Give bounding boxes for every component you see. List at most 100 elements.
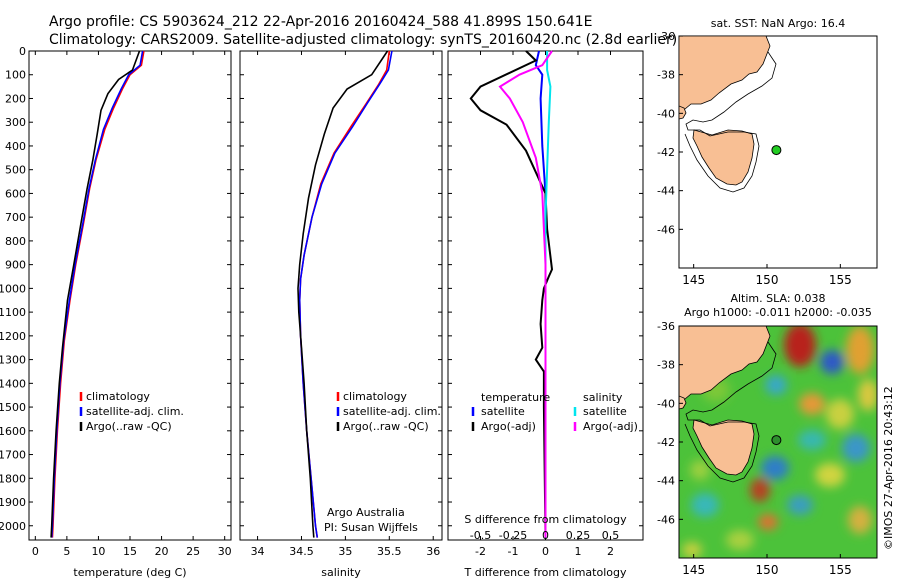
x-tick-label: 2 (607, 545, 614, 558)
panel-temperature: 0100200300400500600700800900100011001200… (0, 45, 232, 579)
series-line-2 (544, 51, 552, 538)
legend-label: Argo(..raw -QC) (343, 420, 429, 433)
x-tick-label: -1 (508, 545, 519, 558)
map-y-tick-label: -40 (657, 107, 675, 120)
profile-panels: 0100200300400500600700800900100011001200… (0, 45, 644, 579)
map-y-tick-label: -36 (657, 320, 675, 333)
panel-frame (28, 50, 232, 541)
y-tick-label: 400 (5, 140, 26, 153)
map-y-tick-label: -46 (657, 513, 675, 526)
panel-salinity: 34 34.5 35 35.5 36 salinity climatology satelli… (239, 50, 443, 579)
y-tick-label: 200 (5, 92, 26, 105)
imos-credit: ©IMOS 27-Apr-2016 20:43:12 (882, 386, 895, 550)
legend-title: temperature (481, 391, 550, 404)
y-tick-label: 500 (5, 164, 26, 177)
y-tick-label: 100 (5, 69, 26, 82)
x-tick-label: 25 (186, 545, 200, 558)
y-tick-label: 900 (5, 259, 26, 272)
sst-map-title: sat. SST: NaN Argo: 16.4 (711, 17, 845, 30)
x-tick-label: 0 (32, 545, 39, 558)
argo-location-dot-sla (771, 435, 782, 446)
top-tick-label: -0.25 (499, 529, 527, 542)
map-x-tick-label: 150 (756, 563, 779, 577)
map-y-tick-label: -38 (657, 69, 675, 82)
y-tick-label: 1900 (0, 496, 26, 509)
top-tick-label: 0.5 (602, 529, 620, 542)
figure-title-line2: Climatology: CARS2009. Satellite-adjuste… (49, 32, 677, 48)
figure-title-line1: Argo profile: CS 5903624_212 22-Apr-2016… (49, 14, 593, 30)
y-tick-label: 700 (5, 211, 26, 224)
top-tick-label: 0.25 (566, 529, 591, 542)
x-tick-label: 20 (155, 545, 169, 558)
y-tick-label: 1300 (0, 354, 26, 367)
sla-map: Altim. SLA: 0.038 Argo h1000: -0.011 h20… (657, 292, 895, 577)
x-tick-label: -2 (475, 545, 486, 558)
x-tick-label: 34.5 (289, 545, 314, 558)
legend-label: climatology (86, 390, 150, 403)
sst-map-axes: 145 150 155 -36 -38 -40 -42 -44 -46 (657, 30, 852, 287)
map-x-tick-label: 145 (682, 563, 705, 577)
argo-location-dot (771, 145, 782, 156)
map-y-tick-label: -46 (657, 223, 675, 236)
sst-map-land (679, 36, 777, 193)
sst-map: sat. SST: NaN Argo: 16.4 145 150 155 -36 -38… (657, 17, 878, 287)
map-y-tick-label: -36 (657, 30, 675, 43)
y-tick-label: 300 (5, 116, 26, 129)
map-y-tick-label: -44 (657, 185, 675, 198)
x-tick-label: 1 (575, 545, 582, 558)
legend-label: satellite-adj. clim. (86, 405, 184, 418)
sla-map-axes: 145 150 155 -36 -38 -40 -42 -44 -46 (657, 320, 852, 577)
map-x-tick-label: 155 (829, 273, 852, 287)
series-line-2 (297, 50, 389, 538)
y-tick-label: 1400 (0, 377, 26, 390)
x-tick-label: 5 (63, 545, 70, 558)
legend-label: satellite (583, 405, 627, 418)
y-tick-label: 1600 (0, 425, 26, 438)
map-x-tick-label: 155 (829, 563, 852, 577)
map-y-tick-label: -44 (657, 475, 675, 488)
y-tick-label: 1100 (0, 306, 26, 319)
map-y-tick-label: -42 (657, 436, 675, 449)
map-y-tick-label: -42 (657, 146, 675, 159)
x-tick-label: 36 (426, 545, 440, 558)
x-axis-label: temperature (deg C) (73, 566, 186, 579)
map-x-tick-label: 150 (756, 273, 779, 287)
x-tick-label: 0 (542, 545, 549, 558)
x-tick-label: 30 (218, 545, 232, 558)
legend-label: satellite (481, 405, 525, 418)
y-tick-label: 0 (19, 45, 26, 58)
panel-difference: -2 -1 0 1 2 T difference from climatology temp… (447, 50, 644, 579)
legend-title: salinity (583, 391, 623, 404)
sla-map-subtitle: Argo h1000: -0.011 h2000: -0.035 (684, 306, 872, 319)
legend-label: satellite-adj. clim. (343, 405, 441, 418)
series-line-2 (50, 50, 141, 538)
y-tick-label: 600 (5, 187, 26, 200)
map-x-tick-label: 145 (682, 273, 705, 287)
panel-frame (239, 50, 443, 541)
legend-label: Argo(-adj) (481, 420, 536, 433)
annotation-line: Argo Australia (327, 506, 405, 519)
y-tick-label: 1000 (0, 282, 26, 295)
annotation-line: PI: Susan Wijffels (324, 521, 418, 534)
legend-label: Argo(..raw -QC) (86, 420, 172, 433)
y-tick-label: 1700 (0, 449, 26, 462)
x-tick-label: 35 (338, 545, 352, 558)
top-axis-label: S difference from climatology (464, 513, 627, 526)
x-axis-label: salinity (321, 566, 361, 579)
top-tick-label: 0 (542, 529, 549, 542)
y-tick-label: 1200 (0, 330, 26, 343)
x-axis-label: T difference from climatology (464, 566, 627, 579)
y-tick-label: 1800 (0, 472, 26, 485)
map-y-tick-label: -38 (657, 359, 675, 372)
top-tick-label: -0.5 (470, 529, 491, 542)
series-line-3 (498, 50, 553, 538)
y-tick-label: 1500 (0, 401, 26, 414)
series-line-1 (469, 50, 554, 538)
map-y-tick-label: -40 (657, 397, 675, 410)
x-tick-label: 10 (91, 545, 105, 558)
x-tick-label: 35.5 (377, 545, 402, 558)
y-tick-label: 800 (5, 235, 26, 248)
legend-label: climatology (343, 390, 407, 403)
